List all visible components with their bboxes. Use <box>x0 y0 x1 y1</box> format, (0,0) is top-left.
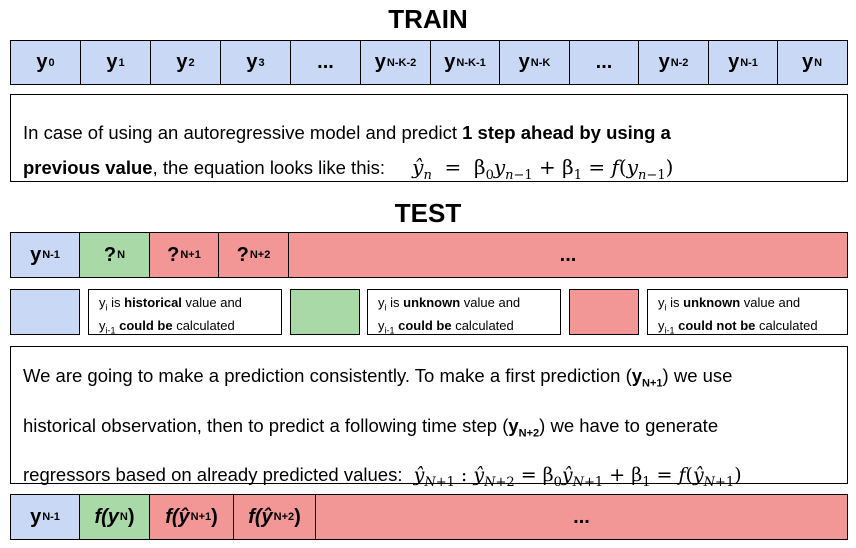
bottom-cell: y N-1 <box>11 495 80 539</box>
bottom-cell: f(y N) <box>80 495 150 539</box>
ar-equation: ŷn = β0yn−1 + β1 = f(yn−1) <box>412 155 674 183</box>
legend-swatch-blue <box>10 289 80 335</box>
train-cell: y N-K <box>500 41 570 84</box>
bottom-row: y N-1 f(y N) f(ŷ N+1) f(ŷ N+2) ... <box>10 494 848 540</box>
test-title: TEST <box>394 198 462 228</box>
test-cell: ? N+1 <box>150 233 219 277</box>
train-cell: ... <box>570 41 639 84</box>
legend-swatch-green <box>290 289 360 335</box>
legend-unknown-not-calculable: yi is unknown value and yi-1 could not b… <box>647 289 848 335</box>
train-title: TRAIN <box>388 4 468 34</box>
legend-unknown-calculable: yi is unknown value and yi-1 could be ca… <box>367 289 561 335</box>
recursive-equation: ŷN+1 : ŷN+2 = β0ŷN+1 + β1 = f(ŷN+1) <box>413 464 742 491</box>
test-row: y N-1 ? N ? N+1 ? N+2 ... <box>10 232 848 278</box>
bottom-cell: f(ŷ N+1) <box>150 495 234 539</box>
train-cell: y N-K-2 <box>361 41 431 84</box>
train-cell: ... <box>291 41 361 84</box>
train-cell: y N-1 <box>709 41 778 84</box>
legend-swatch-red <box>569 289 639 335</box>
test-cell: ... <box>289 233 847 277</box>
test-cell: ? N <box>80 233 150 277</box>
train-cell: y N-2 <box>639 41 709 84</box>
prediction-description: We are going to make a prediction consis… <box>10 346 848 491</box>
bottom-cell: f(ŷ N+2) <box>234 495 316 539</box>
legend-historical: yi is historical value and yi-1 could be… <box>88 289 282 335</box>
train-description: In case of using an autoregressive model… <box>10 94 848 183</box>
train-cell: y N-K-1 <box>431 41 500 84</box>
test-cell: ? N+2 <box>219 233 289 277</box>
test-cell: y N-1 <box>11 233 80 277</box>
bottom-cell: ... <box>316 495 847 539</box>
